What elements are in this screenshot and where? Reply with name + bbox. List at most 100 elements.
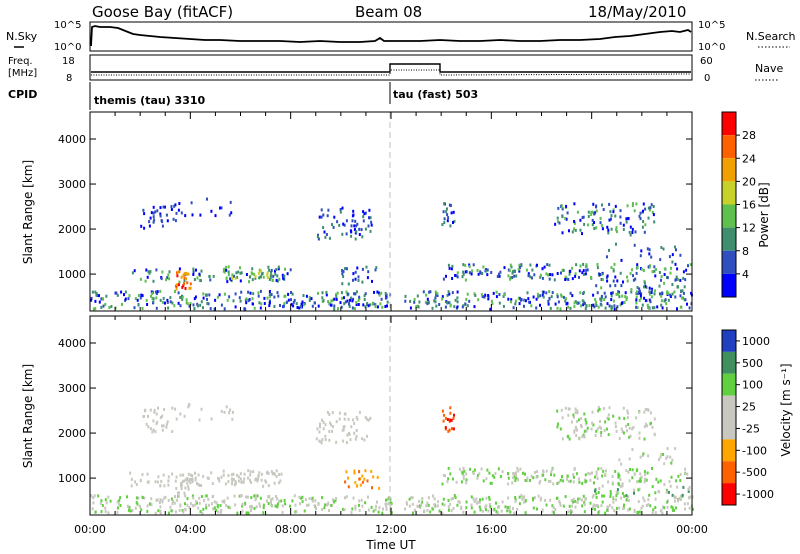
echo-cell <box>482 265 485 269</box>
echo-cell <box>269 498 272 502</box>
echo-cell <box>245 511 248 515</box>
echo-cell <box>104 510 107 513</box>
echo-cell <box>328 438 331 442</box>
echo-cell <box>330 299 333 303</box>
echo-cell <box>659 479 662 483</box>
echo-cell <box>618 483 621 487</box>
echo-cell <box>250 506 253 510</box>
echo-cell <box>590 275 592 279</box>
echo-cell <box>515 274 518 278</box>
echo-cell <box>572 480 575 484</box>
echo-cell <box>155 268 158 272</box>
echo-cell <box>135 483 138 486</box>
echo-cell <box>168 270 171 274</box>
echo-cell <box>692 507 694 511</box>
echo-cell <box>447 499 450 502</box>
echo-cell <box>197 506 200 510</box>
echo-cell <box>447 505 450 509</box>
echo-cell <box>169 505 172 509</box>
echo-cell <box>619 271 622 275</box>
echo-cell <box>578 480 581 484</box>
echo-cell <box>369 229 372 233</box>
echo-cell <box>92 501 95 505</box>
echo-cell <box>444 416 447 420</box>
echo-cell <box>318 430 321 434</box>
echo-cell <box>146 480 149 484</box>
echo-cell <box>200 269 203 273</box>
echo-cell <box>170 205 173 209</box>
echo-cell <box>136 298 139 302</box>
echo-cell <box>266 276 269 280</box>
echo-cell <box>651 485 654 489</box>
echo-cell <box>227 505 230 509</box>
echo-cell <box>516 507 519 511</box>
echo-cell <box>511 507 514 510</box>
echo-cell <box>582 215 585 219</box>
echo-cell <box>241 502 244 506</box>
echo-cell <box>374 508 377 512</box>
echo-cell <box>357 275 360 279</box>
echo-cell <box>137 294 140 297</box>
echo-cell <box>476 473 479 477</box>
echo-cell <box>194 471 196 475</box>
echo-cell <box>690 291 693 295</box>
echo-cell <box>682 291 685 295</box>
colorbar-tick-label: -500 <box>742 466 767 479</box>
echo-cell <box>287 292 290 296</box>
echo-cell <box>441 511 444 515</box>
echo-cell <box>524 299 527 303</box>
echo-cell <box>230 211 233 215</box>
echo-cell <box>595 470 598 474</box>
echo-cell <box>300 305 302 308</box>
echo-cell <box>371 486 373 490</box>
echo-cell <box>153 408 156 412</box>
echo-cell <box>573 430 576 434</box>
echo-cell <box>665 456 668 460</box>
echo-cell <box>290 291 292 294</box>
echo-cell <box>159 505 162 509</box>
echo-cell <box>643 437 646 441</box>
echo-cell <box>110 305 113 308</box>
freq-label-2: [MHz] <box>8 68 37 79</box>
echo-cell <box>98 294 100 298</box>
echo-cell <box>561 475 563 479</box>
colorbar-swatch <box>722 135 736 159</box>
echo-cell <box>283 277 286 281</box>
echo-cell <box>600 299 603 302</box>
echo-cell <box>182 473 185 477</box>
echo-cell <box>116 510 119 514</box>
echo-cell <box>460 507 463 511</box>
echo-cell <box>225 265 228 269</box>
echo-cell <box>644 223 647 227</box>
echo-cell <box>514 299 517 303</box>
echo-cell <box>676 285 679 289</box>
echo-cell <box>571 230 574 234</box>
echo-cell <box>597 511 600 515</box>
echo-cell <box>565 477 568 481</box>
echo-cell <box>512 306 515 310</box>
echo-cell <box>260 302 263 306</box>
echo-cell <box>671 493 674 497</box>
echo-cell <box>648 292 651 296</box>
echo-cell <box>451 264 454 268</box>
echo-cell <box>322 213 325 217</box>
echo-cell <box>244 307 247 311</box>
echo-cell <box>205 506 208 510</box>
echo-cell <box>366 276 369 280</box>
echo-cell <box>322 420 325 424</box>
echo-cell <box>345 495 348 499</box>
echo-cell <box>653 269 656 273</box>
echo-cell <box>635 305 638 309</box>
echo-cell <box>355 415 358 419</box>
echo-cell <box>351 214 354 218</box>
echo-cell <box>405 501 408 505</box>
echo-cell <box>449 472 452 476</box>
echo-cell <box>599 217 602 220</box>
echo-cell <box>441 297 444 301</box>
echo-cell <box>251 297 254 301</box>
echo-cell <box>278 481 281 485</box>
echo-cell <box>606 416 609 420</box>
echo-cell <box>159 416 162 420</box>
echo-cell <box>501 470 504 474</box>
echo-cell <box>182 510 185 514</box>
